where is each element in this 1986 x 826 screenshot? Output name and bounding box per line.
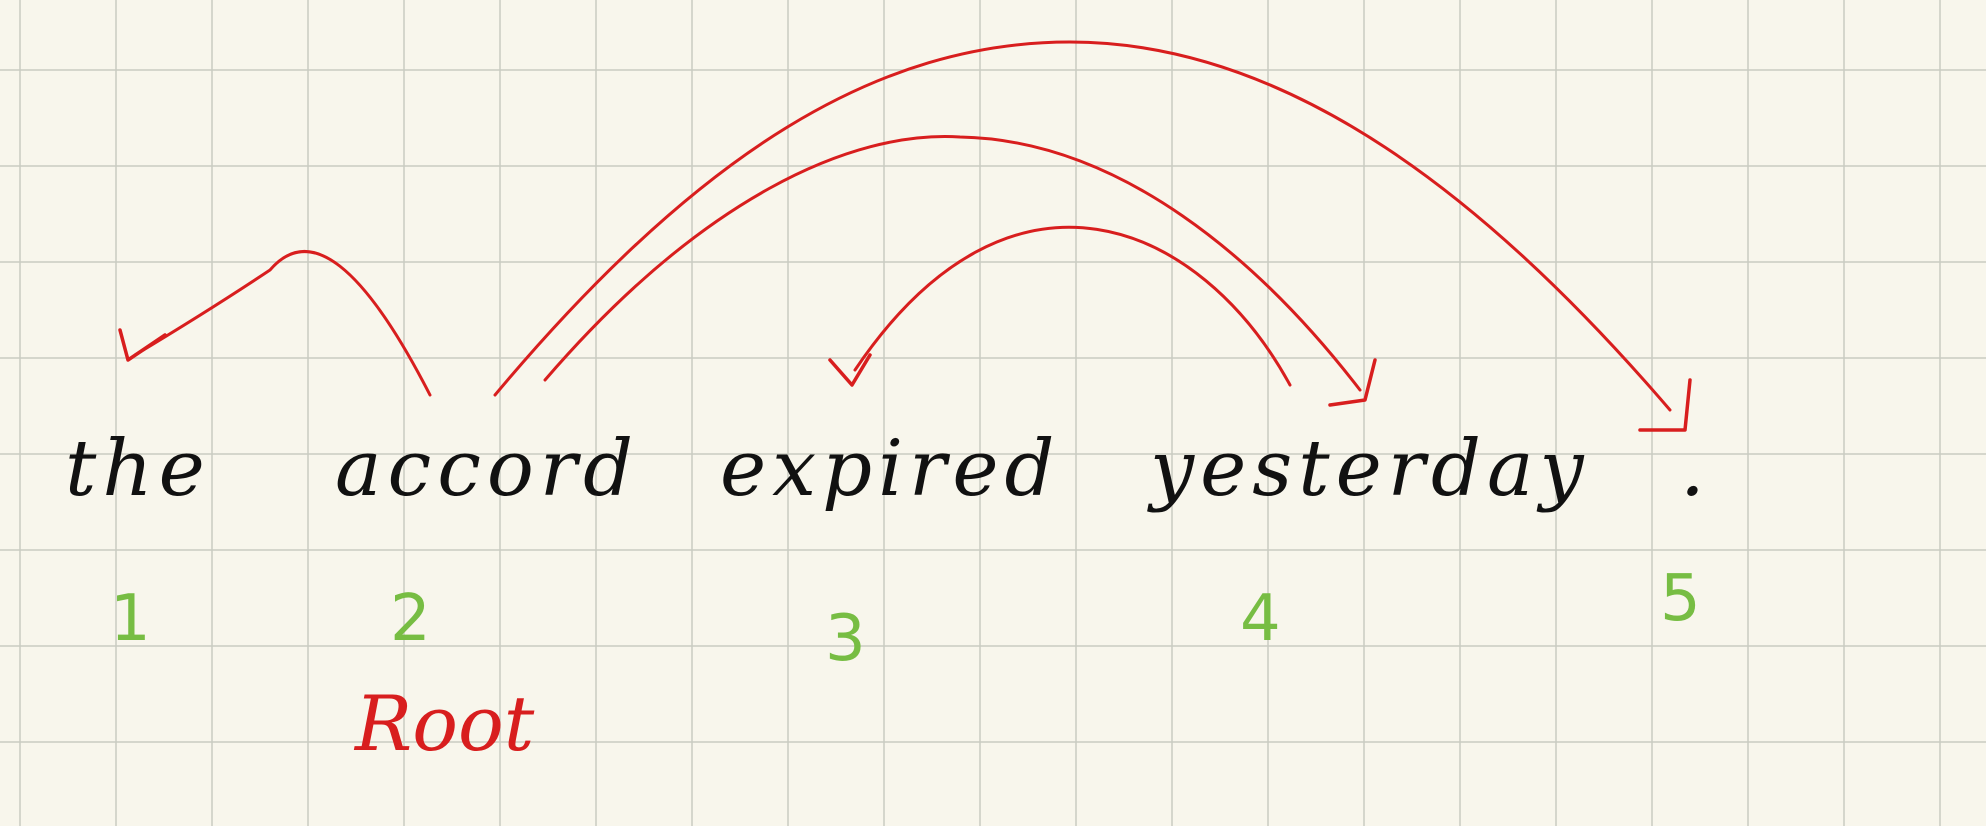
dependency-arc-2-to-1 [133,250,432,397]
token-word-2: accord [335,424,639,514]
dependency-arc-2-to-5 [493,40,1672,412]
arrowhead-icon [828,353,872,387]
token-word-3: expired [720,424,1060,514]
token-index-2: 2 [390,582,431,656]
arrowhead-icon [1328,358,1377,407]
dependency-arc-4-to-3 [853,226,1292,387]
token-word-1: the [65,424,211,514]
token-index-3: 3 [825,602,866,676]
dependency-arc-2-to-4 [543,135,1362,392]
root-label: Root [353,679,535,768]
token-index-1: 1 [110,582,151,656]
token-word-4: yesterday [1147,424,1590,514]
dependency-arcs [118,40,1692,432]
arrowhead-icon [1638,378,1692,432]
token-index-5: 5 [1660,562,1701,636]
token-word-5: . [1680,424,1711,514]
token-index-4: 4 [1240,582,1281,656]
arrowhead-icon [118,328,167,362]
